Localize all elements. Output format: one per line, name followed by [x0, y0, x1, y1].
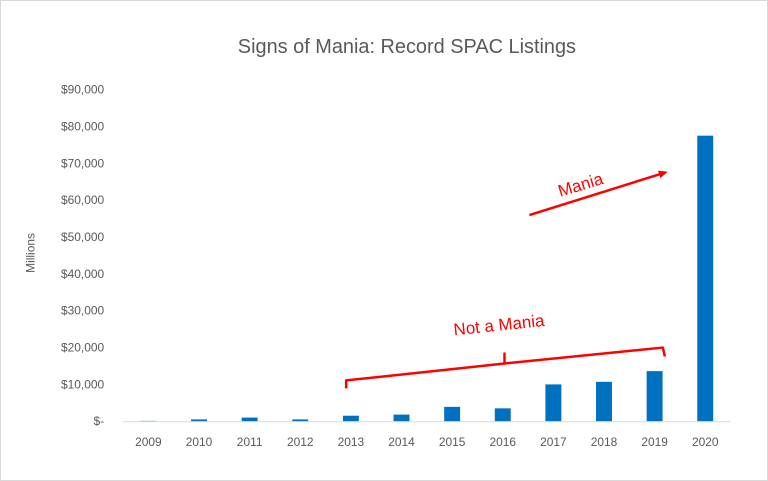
x-tick-label: 2012 — [287, 435, 314, 449]
not-a-mania-brace — [344, 346, 667, 389]
x-tick-label: 2015 — [439, 435, 466, 449]
y-tick-label: $10,000 — [61, 377, 105, 391]
x-tick-label: 2017 — [540, 435, 567, 449]
y-tick-label: $30,000 — [61, 304, 105, 318]
y-axis-label: Millions — [23, 233, 37, 273]
y-tick-label: $90,000 — [61, 83, 105, 97]
bar — [191, 419, 207, 422]
y-tick-label: $70,000 — [61, 156, 105, 170]
x-tick-labels: 2009 2010 2011 2012 2013 2014 2015 2016 2017 2018… — [135, 435, 719, 449]
y-tick-label: $- — [94, 414, 105, 428]
x-tick-label: 2020 — [692, 435, 719, 449]
bar — [494, 408, 511, 422]
x-tick-label: 2013 — [338, 435, 365, 449]
x-tick-label: 2018 — [591, 435, 618, 449]
bar — [545, 384, 562, 422]
bar — [444, 406, 461, 422]
y-tick-label: $50,000 — [61, 230, 105, 244]
x-tick-label: 2019 — [641, 435, 668, 449]
x-tick-label: 2009 — [135, 435, 162, 449]
bar — [646, 371, 663, 422]
y-tick-labels: $- $10,000 $20,000 $30,000 $40,000 $50,000 $60… — [61, 83, 105, 429]
y-tick-label: $40,000 — [61, 267, 105, 281]
x-tick-label: 2016 — [489, 435, 516, 449]
bar — [697, 135, 714, 422]
mania-annotation: Mania — [556, 169, 606, 201]
bar — [342, 415, 359, 422]
x-tick-label: 2014 — [388, 435, 415, 449]
mania-arrow — [529, 170, 668, 217]
bars — [140, 135, 714, 422]
bar — [596, 381, 612, 422]
bar — [393, 414, 410, 422]
y-tick-label: $60,000 — [61, 193, 105, 207]
x-tick-label: 2010 — [186, 435, 213, 449]
bar — [241, 417, 258, 422]
not-a-mania-annotation: Not a Mania — [453, 311, 546, 339]
y-tick-label: $80,000 — [61, 119, 105, 133]
x-tick-label: 2011 — [237, 435, 263, 449]
y-tick-label: $20,000 — [61, 341, 105, 355]
chart-title: Signs of Mania: Record SPAC Listings — [238, 36, 576, 58]
bar — [292, 419, 309, 422]
